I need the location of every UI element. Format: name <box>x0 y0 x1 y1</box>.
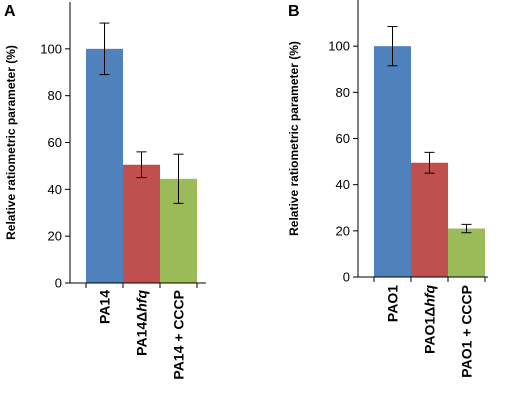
category-text: PA14Δ <box>134 312 150 356</box>
panel-b-ytick-label: 80 <box>336 85 350 100</box>
panel-a-ytick-label: 60 <box>48 135 62 150</box>
panel-a-ytick-label: 80 <box>48 88 62 103</box>
panel-a-xtick-label-3: PA14 + CCCP <box>171 290 187 380</box>
panel-b-ytick-label: 60 <box>336 131 350 146</box>
panel-b-xtick-label-2: PAO1Δhfq <box>422 285 438 354</box>
panel-b-ytick-label: 0 <box>343 270 350 285</box>
panel-a-error-bar-2 <box>136 151 147 179</box>
category-text: PAO1 <box>385 285 401 322</box>
panel-b: B 0 20 40 60 80 100 Relative ratiometric parame… <box>287 0 488 378</box>
panel-b-bar-2 <box>411 162 448 277</box>
panel-a-label: A <box>4 3 16 20</box>
panel-b-error-bar-3 <box>461 223 472 234</box>
panel-b-ytick-label: 20 <box>336 223 350 238</box>
panel-b-bar-3 <box>448 228 485 277</box>
panel-a-bar-2 <box>123 164 160 283</box>
category-text: PAO1Δ <box>422 307 438 354</box>
panel-a-error-bar-3 <box>173 153 184 204</box>
category-italic-text: hfq <box>422 285 438 307</box>
panel-b-xtick-label-1: PAO1 <box>385 285 401 322</box>
panel-b-ytick-label: 40 <box>336 177 350 192</box>
category-italic-text: hfq <box>134 290 150 312</box>
panel-b-ytick-label: 100 <box>328 39 350 54</box>
panel-b-error-bar-1 <box>387 26 398 67</box>
panel-a-bar-1 <box>86 48 123 284</box>
panel-b-error-bar-2 <box>424 151 435 174</box>
panel-a-ytick-label: 40 <box>48 182 62 197</box>
panel-b-label: B <box>288 3 300 20</box>
category-text: PA14 <box>97 290 113 324</box>
panel-a: A 0 20 40 60 80 100 Relative ratiometric parame… <box>4 2 206 380</box>
panel-b-xtick-label-3: PAO1 + CCCP <box>459 285 475 378</box>
panel-a-xtick-label-1: PA14 <box>97 290 113 324</box>
panel-a-ytick-label: 100 <box>40 41 62 56</box>
panel-a-ytick-label: 0 <box>55 276 62 291</box>
panel-b-ylabel: Relative ratiometric parameter (%) <box>287 41 301 236</box>
category-text: PA14 + CCCP <box>171 290 187 380</box>
panel-b-bar-1 <box>374 46 411 277</box>
panel-a-error-bar-1 <box>99 22 110 76</box>
panel-a-xtick-label-2: PA14Δhfq <box>134 290 150 356</box>
panel-a-ylabel: Relative ratiometric parameter (%) <box>4 45 18 240</box>
category-text: PAO1 + CCCP <box>459 285 475 378</box>
panel-a-ytick-label: 20 <box>48 229 62 244</box>
